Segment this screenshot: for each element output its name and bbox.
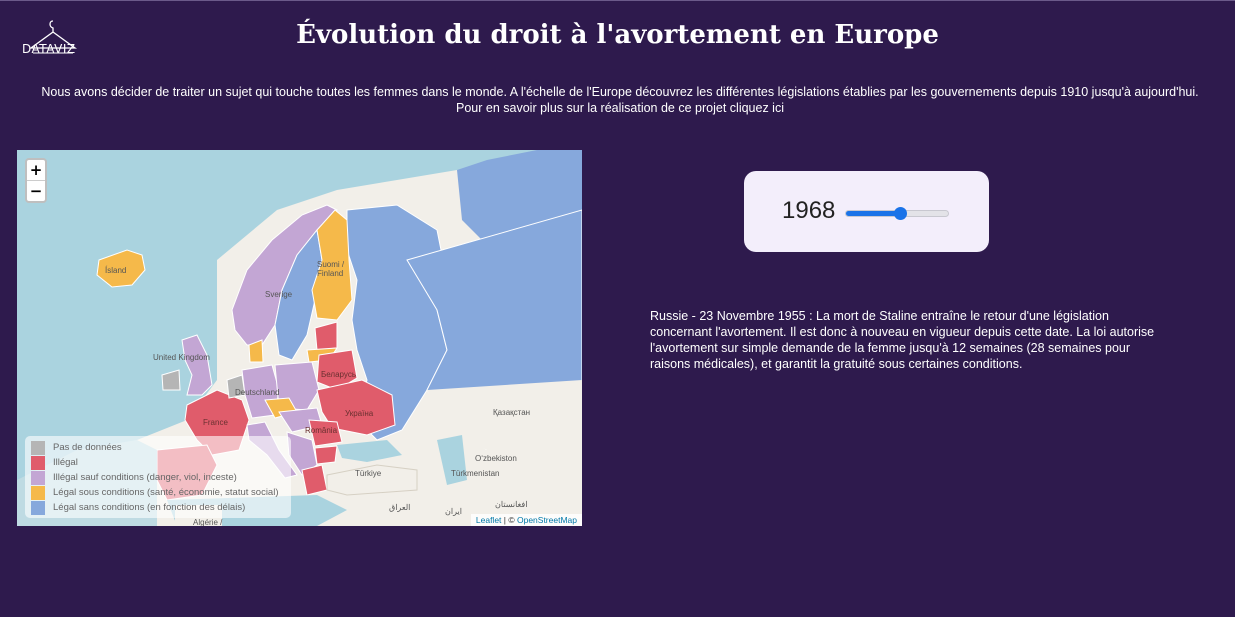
legend-label: Illégal [53, 457, 78, 468]
label-algerie: Algérie / [193, 518, 223, 526]
legend-label: Illégal sauf conditions (danger, viol, i… [53, 472, 237, 483]
legend-swatch [31, 441, 45, 455]
zoom-control: + − [25, 158, 47, 203]
label-iran: ایران [445, 507, 462, 516]
zoom-out-button[interactable]: − [29, 182, 43, 200]
label-afghanistan: افغانستان [495, 500, 528, 509]
label-sverige: Sverige [265, 290, 293, 299]
intro-link[interactable]: cliquez ici [729, 101, 784, 115]
label-suomi: Suomi / Finland [317, 260, 345, 278]
slider-fill [846, 211, 900, 216]
label-island: Ísland [105, 266, 127, 275]
logo-text: DATAVIZ [22, 42, 76, 56]
legend-swatch [31, 471, 45, 485]
label-france: France [203, 418, 228, 427]
attribution-separator: | © [501, 515, 517, 525]
legend-swatch [31, 486, 45, 500]
label-ukraina: Україна [345, 409, 374, 418]
europe-map[interactable]: Ísland United Kingdom Sverige Suomi / Fi… [17, 150, 582, 526]
hanger-icon [29, 20, 77, 54]
legend-label: Légal sans conditions (en fonction des d… [53, 502, 246, 513]
leaflet-link[interactable]: Leaflet [475, 515, 502, 525]
slider-thumb[interactable] [893, 207, 907, 220]
dataviz-logo[interactable]: DATAVIZ [22, 18, 84, 64]
zoom-in-button[interactable]: + [27, 160, 45, 181]
label-deutschland: Deutschland [235, 388, 280, 397]
osm-link[interactable]: OpenStreetMap [516, 515, 577, 525]
event-description: Russie - 23 Novembre 1955 : La mort de S… [650, 309, 1155, 371]
year-slider[interactable] [845, 207, 949, 220]
intro-body: Nous avons décider de traiter un sujet q… [41, 85, 1199, 115]
label-iraq: العراق [389, 503, 411, 512]
label-ozbekiston: O‘zbekiston [475, 454, 517, 463]
year-value: 1968 [782, 197, 836, 224]
intro-text: Nous avons décider de traiter un sujet q… [40, 84, 1200, 116]
year-slider-card: 1968 [744, 171, 989, 252]
map-attribution: Leaflet | © OpenStreetMap [470, 514, 582, 526]
page-title: Évolution du droit à l'avortement en Eur… [296, 20, 939, 50]
top-border [0, 0, 1235, 1]
label-romania: România [305, 426, 338, 435]
label-belarus: Беларусь [321, 370, 356, 379]
legend-swatch [31, 456, 45, 470]
label-turkiye: Türkiye [355, 469, 382, 478]
map-legend: Pas de données Illégal Illégal sauf cond… [25, 436, 291, 518]
label-kazakhstan: Қазақстан [493, 408, 531, 417]
legend-label: Légal sous conditions (santé, économie, … [53, 487, 279, 498]
legend-label: Pas de données [53, 442, 122, 453]
label-uk: United Kingdom [153, 353, 210, 362]
label-turkmenistan: Türkmenistan [451, 469, 500, 478]
legend-swatch [31, 501, 45, 515]
